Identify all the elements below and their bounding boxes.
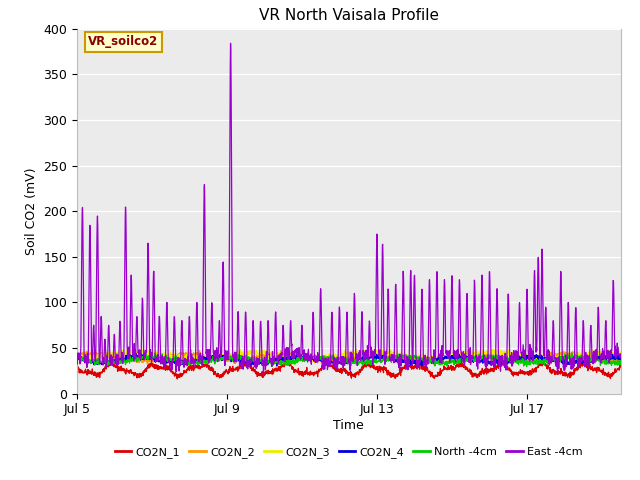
- CO2N_4: [337, 358, 345, 363]
- CO2N_3: [138, 346, 146, 352]
- Line: North -4cm: North -4cm: [77, 353, 621, 367]
- Line: East -4cm: East -4cm: [77, 43, 621, 375]
- North -4cm: [617, 360, 625, 366]
- Legend: CO2N_1, CO2N_2, CO2N_3, CO2N_4, North -4cm, East -4cm: CO2N_1, CO2N_2, CO2N_3, CO2N_4, North -4…: [110, 443, 588, 463]
- X-axis label: Time: Time: [333, 419, 364, 432]
- North -4cm: [523, 364, 531, 370]
- CO2N_4: [323, 359, 331, 364]
- CO2N_4: [418, 363, 426, 369]
- CO2N_4: [100, 360, 108, 366]
- CO2N_2: [188, 347, 195, 353]
- East -4cm: [324, 367, 332, 372]
- CO2N_1: [241, 358, 248, 364]
- CO2N_2: [602, 357, 609, 363]
- CO2N_3: [73, 352, 81, 358]
- CO2N_3: [541, 360, 548, 365]
- East -4cm: [602, 320, 609, 326]
- Line: CO2N_4: CO2N_4: [77, 352, 621, 366]
- CO2N_4: [502, 359, 509, 364]
- North -4cm: [602, 361, 609, 367]
- North -4cm: [602, 358, 609, 364]
- Y-axis label: Soil CO2 (mV): Soil CO2 (mV): [25, 168, 38, 255]
- East -4cm: [602, 327, 609, 333]
- CO2N_2: [502, 357, 509, 362]
- CO2N_4: [454, 349, 462, 355]
- CO2N_1: [602, 370, 609, 376]
- CO2N_1: [338, 367, 346, 373]
- CO2N_3: [617, 349, 625, 355]
- CO2N_3: [338, 353, 346, 359]
- CO2N_1: [502, 361, 509, 367]
- East -4cm: [502, 361, 509, 367]
- CO2N_3: [602, 349, 609, 355]
- CO2N_1: [100, 368, 108, 373]
- North -4cm: [73, 354, 81, 360]
- North -4cm: [501, 357, 509, 363]
- CO2N_2: [73, 351, 81, 357]
- CO2N_4: [602, 353, 609, 359]
- CO2N_4: [602, 357, 609, 363]
- CO2N_3: [100, 353, 108, 359]
- CO2N_3: [602, 349, 609, 355]
- North -4cm: [323, 355, 331, 361]
- North -4cm: [337, 356, 345, 361]
- North -4cm: [100, 359, 108, 365]
- Line: CO2N_1: CO2N_1: [77, 361, 621, 379]
- CO2N_4: [617, 355, 625, 361]
- North -4cm: [568, 350, 575, 356]
- CO2N_2: [324, 359, 332, 364]
- CO2N_2: [602, 355, 609, 360]
- Line: CO2N_2: CO2N_2: [77, 350, 621, 363]
- East -4cm: [100, 340, 108, 346]
- East -4cm: [338, 357, 346, 363]
- CO2N_2: [232, 360, 239, 366]
- CO2N_1: [602, 371, 609, 377]
- East -4cm: [227, 40, 234, 46]
- East -4cm: [73, 361, 81, 367]
- CO2N_1: [617, 362, 625, 368]
- CO2N_1: [73, 365, 81, 371]
- CO2N_2: [617, 359, 625, 365]
- Line: CO2N_3: CO2N_3: [77, 349, 621, 362]
- Title: VR North Vaisala Profile: VR North Vaisala Profile: [259, 9, 439, 24]
- Text: VR_soilco2: VR_soilco2: [88, 35, 158, 48]
- CO2N_1: [324, 360, 332, 366]
- CO2N_4: [73, 356, 81, 361]
- East -4cm: [260, 372, 268, 378]
- CO2N_1: [173, 376, 181, 382]
- CO2N_2: [100, 355, 108, 361]
- CO2N_3: [323, 355, 331, 360]
- East -4cm: [617, 351, 625, 357]
- CO2N_3: [502, 348, 509, 354]
- CO2N_2: [338, 357, 346, 363]
